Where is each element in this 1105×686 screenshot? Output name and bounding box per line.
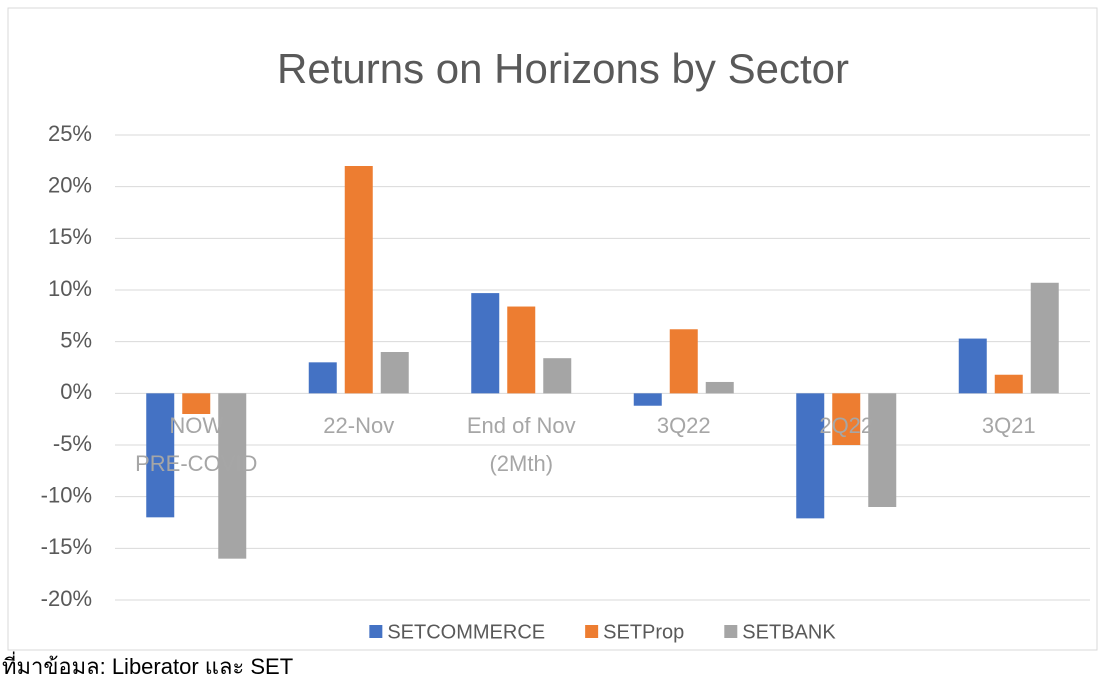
bar — [832, 393, 861, 445]
bar — [868, 393, 897, 507]
y-tick-label: -10% — [41, 482, 92, 507]
bar — [507, 306, 536, 394]
bar — [796, 393, 825, 519]
chart-border — [7, 7, 1098, 651]
legend: SETCOMMERCE SETProp SETBANK — [369, 621, 836, 643]
y-tick-label: 25% — [48, 121, 92, 146]
x-tick-label-line: End of Nov — [467, 413, 576, 438]
y-tick-label: 0% — [60, 379, 92, 404]
x-tick-label: 3Q21 — [982, 413, 1036, 438]
bar — [994, 374, 1023, 394]
bar — [308, 362, 337, 394]
bar — [218, 393, 247, 559]
legend-label: SETBANK — [742, 621, 836, 643]
bar — [471, 293, 500, 394]
y-tick-label: -15% — [41, 534, 92, 559]
x-tick-label: 2Q22 — [819, 413, 873, 438]
x-tick-label-line: NOW — [169, 413, 223, 438]
x-tick-label-line: 2Q22 — [819, 413, 873, 438]
legend-swatch — [724, 625, 738, 638]
x-tick-label-line: 22-Nov — [323, 413, 394, 438]
bar — [1030, 282, 1059, 394]
x-tick-label-line: 3Q21 — [982, 413, 1036, 438]
legend-label: SETCOMMERCE — [387, 621, 545, 643]
bar — [182, 393, 211, 414]
x-tick-label-line: (2Mth) — [489, 451, 553, 476]
legend-label: SETProp — [603, 621, 684, 643]
bar — [705, 381, 734, 394]
x-tick-label: End of Nov (2Mth) — [467, 413, 576, 476]
y-tick-label: 20% — [48, 172, 92, 197]
legend-swatch — [585, 625, 599, 638]
bar — [633, 393, 662, 406]
y-tick-label: -20% — [41, 586, 92, 611]
y-tick-label: 5% — [60, 327, 92, 352]
bar — [344, 166, 373, 394]
legend-swatch — [369, 625, 383, 638]
chart-title: Returns on Horizons by Sector — [277, 45, 849, 92]
bar — [958, 338, 987, 394]
x-tick-label: NOW PRE-COVID — [135, 413, 257, 476]
x-tick-label: 3Q22 — [657, 413, 711, 438]
source-note: ที่มาข้อมล: Liberator และ SET — [2, 651, 293, 679]
x-tick-label-line: 3Q22 — [657, 413, 711, 438]
y-tick-label: 10% — [48, 276, 92, 301]
bar — [380, 352, 409, 394]
bar — [146, 393, 175, 518]
bar — [543, 358, 572, 394]
bar — [669, 329, 698, 394]
y-tick-label: 15% — [48, 224, 92, 249]
x-tick-label: 22-Nov — [323, 413, 394, 438]
x-tick-label-line: PRE-COVID — [135, 451, 257, 476]
y-tick-label: -5% — [53, 431, 92, 456]
